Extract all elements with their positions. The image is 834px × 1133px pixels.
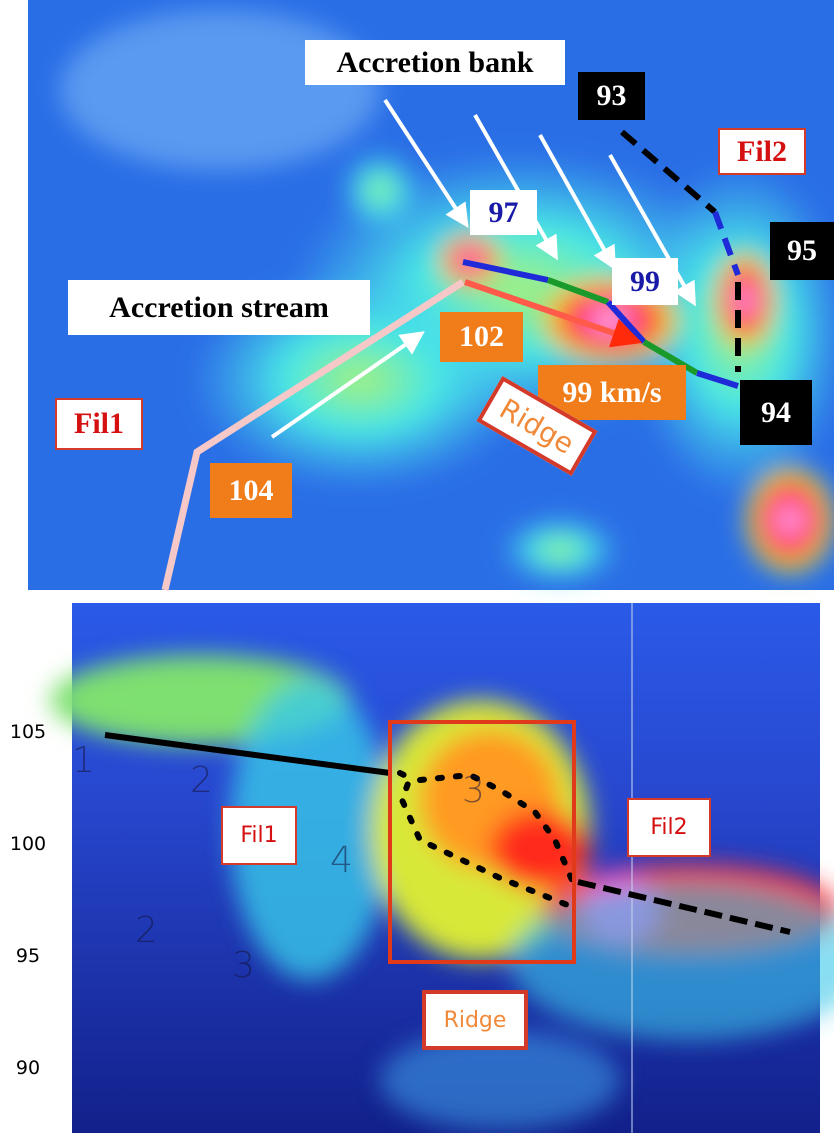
- ridge-box: [388, 720, 576, 964]
- velocity-label: 97: [470, 190, 537, 235]
- fil2-line: [620, 129, 741, 372]
- filament-label: Fil1: [221, 806, 297, 865]
- faint-mark: 3: [232, 945, 255, 986]
- velocity-label: 95: [770, 222, 834, 280]
- stream-line: [161, 279, 465, 591]
- ridge-label: Ridge: [422, 990, 528, 1050]
- y-tick-label: 100: [9, 833, 47, 855]
- filament-label: Fil2: [718, 128, 806, 175]
- y-tick-label: 95: [15, 945, 41, 967]
- velocity-label: 99: [612, 258, 678, 305]
- ridge-arrow: [464, 279, 643, 348]
- filament-label: Fil1: [55, 398, 143, 450]
- faint-mark: 3: [462, 770, 485, 811]
- filament-label: Fil2: [627, 798, 711, 857]
- y-tick-label: 90: [15, 1057, 41, 1079]
- ridge-upper-dots: [417, 771, 575, 883]
- velocity-label: 93: [578, 72, 645, 120]
- label: Accretion bank: [305, 40, 565, 85]
- fil1-fit: [104, 732, 391, 776]
- velocity-label: 94: [740, 380, 812, 445]
- y-tick-label: 105: [9, 721, 47, 743]
- fil2-fit: [577, 879, 791, 935]
- label: Accretion stream: [68, 280, 370, 335]
- velocity-label: 102: [440, 312, 523, 362]
- ridge-lower-dots: [397, 770, 578, 911]
- faint-mark: 2: [190, 760, 213, 801]
- faint-mark: 4: [330, 840, 353, 881]
- velocity-label: 104: [210, 463, 292, 518]
- faint-mark: 2: [135, 910, 158, 951]
- faint-mark: 1: [72, 740, 95, 781]
